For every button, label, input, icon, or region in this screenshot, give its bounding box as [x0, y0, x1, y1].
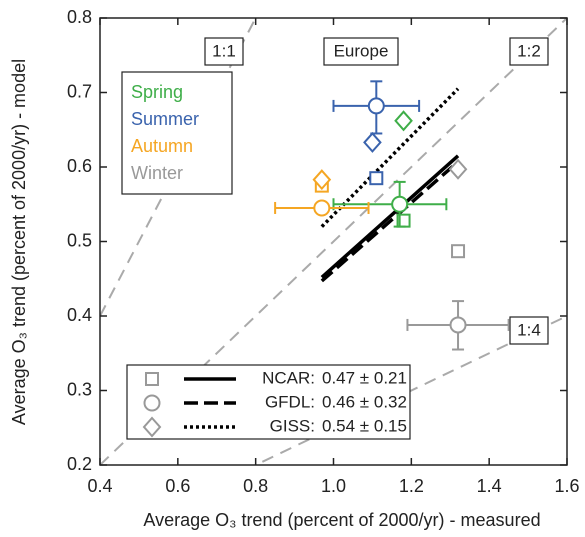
x-axis-label: Average O₃ trend (percent of 2000/yr) - …	[143, 510, 540, 530]
point-diamond	[448, 158, 468, 180]
x-tick-label: 1.6	[554, 476, 579, 496]
reference-label-box	[509, 316, 549, 345]
point-square	[451, 244, 466, 259]
point-diamond	[312, 169, 332, 191]
y-tick-label: 0.6	[67, 156, 92, 176]
point-square	[369, 171, 384, 186]
reference-label-box	[204, 37, 244, 66]
point-circle	[143, 394, 161, 412]
reference-label: 1:4	[517, 320, 541, 339]
point-circle	[313, 199, 331, 217]
legend-label: Summer	[131, 109, 199, 129]
point-circle	[391, 195, 409, 213]
fit-line	[320, 154, 460, 279]
reference-label: 1:1	[212, 41, 236, 60]
point-square	[145, 372, 159, 386]
fit-line	[320, 87, 460, 228]
y-tick-label: 0.8	[67, 7, 92, 27]
y-tick-label: 0.3	[67, 379, 92, 399]
y-axis-label: Average O₃ trend (percent of 2000/yr) - …	[9, 59, 29, 425]
legend-model-name: GFDL:	[265, 392, 315, 411]
y-tick-label: 0.5	[67, 230, 92, 250]
y-tick-label: 0.2	[67, 454, 92, 474]
legend-label: Spring	[131, 82, 183, 102]
reference-label-box	[509, 37, 549, 66]
season-legend-box	[121, 71, 233, 195]
x-tick-label: 0.4	[87, 476, 112, 496]
legend-slope: 0.46 ± 0.32	[322, 392, 407, 411]
x-tick-label: 1.0	[321, 476, 346, 496]
region-label: Europe	[334, 41, 389, 60]
legend-label: Winter	[131, 163, 183, 183]
point-circle	[449, 316, 467, 334]
x-tick-label: 0.6	[165, 476, 190, 496]
reference-label: 1:2	[517, 41, 541, 60]
point-diamond	[394, 110, 413, 132]
point-diamond	[142, 416, 162, 438]
point-circle	[367, 97, 385, 115]
legend-model-name: NCAR:	[262, 368, 315, 387]
fit-line	[320, 160, 460, 283]
legend-label: Autumn	[131, 136, 193, 156]
model-legend-box	[126, 364, 411, 440]
x-tick-label: 1.4	[477, 476, 502, 496]
y-tick-label: 0.4	[67, 305, 92, 325]
legend-slope: 0.47 ± 0.21	[322, 368, 407, 387]
legend-slope: 0.54 ± 0.15	[322, 416, 407, 435]
reference-line	[253, 315, 567, 465]
point-diamond	[363, 131, 382, 153]
legend-model-name: GISS:	[270, 416, 315, 435]
x-tick-label: 0.8	[243, 476, 268, 496]
region-label-box	[323, 37, 399, 66]
x-tick-label: 1.2	[399, 476, 424, 496]
y-tick-label: 0.7	[67, 81, 92, 101]
